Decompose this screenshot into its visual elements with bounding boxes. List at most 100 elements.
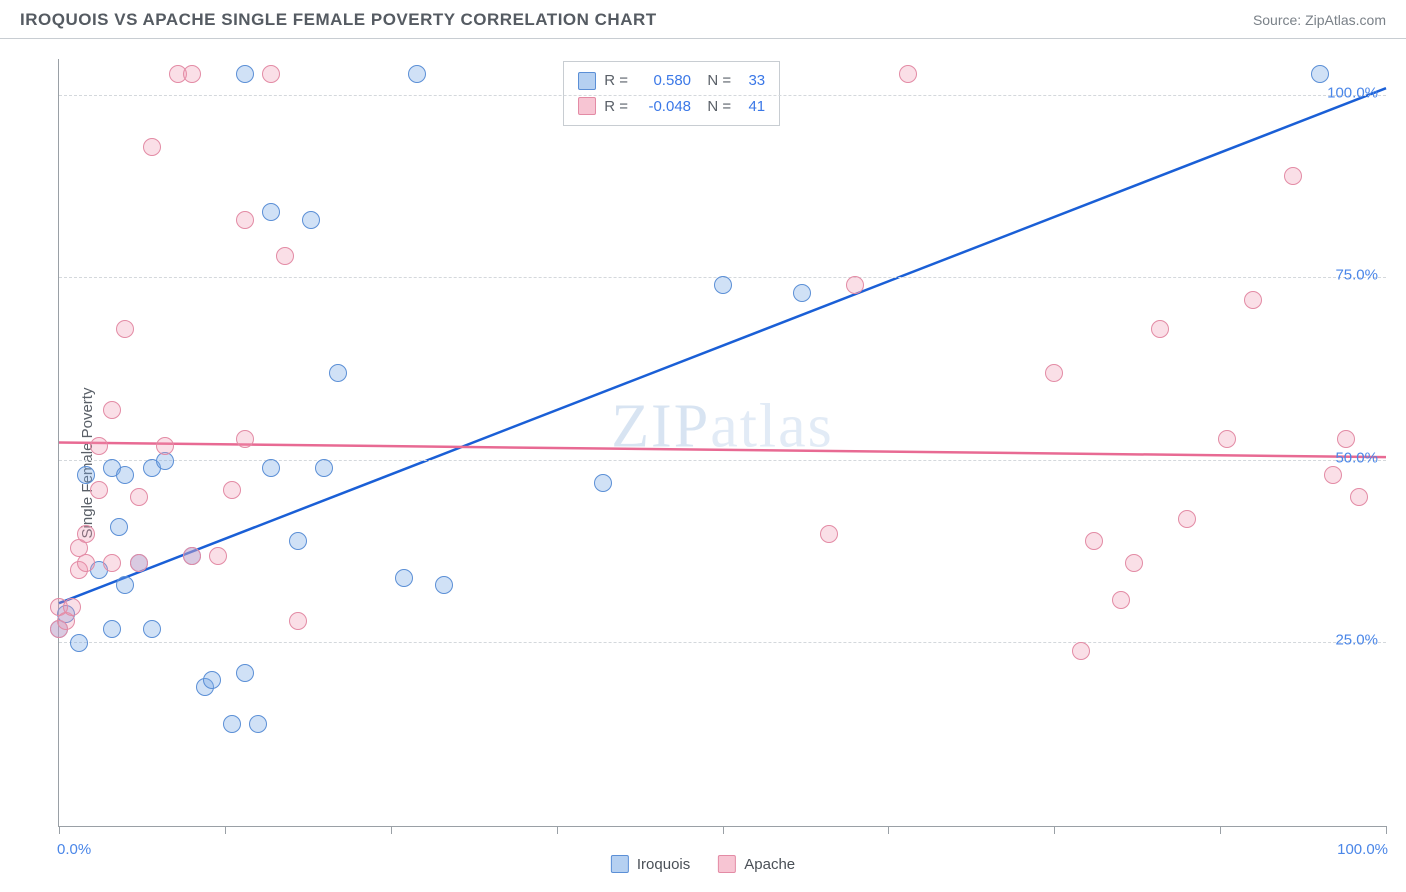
data-point (156, 437, 174, 455)
chart-title: IROQUOIS VS APACHE SINGLE FEMALE POVERTY… (20, 10, 657, 30)
data-point (1045, 364, 1063, 382)
trendlines-svg (59, 59, 1386, 826)
data-point (1244, 291, 1262, 309)
x-min-label: 0.0% (57, 841, 91, 858)
data-point (183, 547, 201, 565)
legend-item-iroquois: Iroquois (611, 855, 690, 873)
chart-source: Source: ZipAtlas.com (1253, 12, 1386, 28)
x-tick (225, 826, 226, 834)
data-point (110, 518, 128, 536)
stat-n-iroquois: 33 (739, 68, 765, 94)
x-tick (1386, 826, 1387, 834)
data-point (1324, 466, 1342, 484)
data-point (1218, 430, 1236, 448)
gridline (59, 642, 1386, 643)
data-point (289, 532, 307, 550)
legend-label-iroquois: Iroquois (637, 856, 690, 873)
data-point (249, 715, 267, 733)
data-point (63, 598, 81, 616)
data-point (793, 284, 811, 302)
data-point (329, 364, 347, 382)
x-tick (391, 826, 392, 834)
data-point (236, 65, 254, 83)
data-point (408, 65, 426, 83)
gridline (59, 460, 1386, 461)
data-point (183, 65, 201, 83)
gridline (59, 95, 1386, 96)
swatch-iroquois (611, 855, 629, 873)
data-point (77, 466, 95, 484)
data-point (289, 612, 307, 630)
x-tick (888, 826, 889, 834)
data-point (1178, 510, 1196, 528)
data-point (1151, 320, 1169, 338)
data-point (594, 474, 612, 492)
data-point (223, 481, 241, 499)
data-point (302, 211, 320, 229)
data-point (1337, 430, 1355, 448)
stats-row-iroquois: R = 0.580 N = 33 (578, 68, 765, 94)
swatch-apache (718, 855, 736, 873)
data-point (209, 547, 227, 565)
data-point (714, 276, 732, 294)
data-point (262, 203, 280, 221)
data-point (236, 211, 254, 229)
data-point (116, 576, 134, 594)
x-tick (557, 826, 558, 834)
plot-region: ZIPatlas R = 0.580 N = 33 R = -0.048 N =… (58, 59, 1386, 827)
footer-legend: Iroquois Apache (611, 855, 795, 873)
x-tick (59, 826, 60, 834)
data-point (130, 488, 148, 506)
data-point (262, 65, 280, 83)
data-point (820, 525, 838, 543)
data-point (203, 671, 221, 689)
trendline (59, 443, 1386, 458)
data-point (103, 554, 121, 572)
data-point (143, 138, 161, 156)
data-point (262, 459, 280, 477)
stat-n-apache: 41 (739, 94, 765, 120)
stat-n-label: N = (699, 94, 731, 120)
data-point (236, 664, 254, 682)
stats-row-apache: R = -0.048 N = 41 (578, 94, 765, 120)
data-point (1284, 167, 1302, 185)
data-point (130, 554, 148, 572)
chart-area: Single Female Poverty ZIPatlas R = 0.580… (0, 39, 1406, 887)
stat-n-label: N = (699, 68, 731, 94)
stat-r-label: R = (604, 68, 628, 94)
data-point (1125, 554, 1143, 572)
data-point (1350, 488, 1368, 506)
legend-label-apache: Apache (744, 856, 795, 873)
data-point (90, 481, 108, 499)
data-point (116, 320, 134, 338)
data-point (1311, 65, 1329, 83)
stats-legend-box: R = 0.580 N = 33 R = -0.048 N = 41 (563, 61, 780, 126)
data-point (315, 459, 333, 477)
data-point (143, 620, 161, 638)
legend-item-apache: Apache (718, 855, 795, 873)
y-tick-label: 50.0% (1335, 449, 1378, 466)
x-tick (1220, 826, 1221, 834)
data-point (223, 715, 241, 733)
data-point (103, 620, 121, 638)
data-point (77, 525, 95, 543)
data-point (116, 466, 134, 484)
data-point (103, 401, 121, 419)
x-tick (1054, 826, 1055, 834)
data-point (846, 276, 864, 294)
stat-r-iroquois: 0.580 (636, 68, 691, 94)
data-point (236, 430, 254, 448)
y-tick-label: 25.0% (1335, 632, 1378, 649)
data-point (77, 554, 95, 572)
x-max-label: 100.0% (1337, 841, 1388, 858)
swatch-iroquois (578, 72, 596, 90)
swatch-apache (578, 97, 596, 115)
data-point (276, 247, 294, 265)
data-point (1085, 532, 1103, 550)
watermark-text: ZIPatlas (611, 392, 834, 463)
y-tick-label: 100.0% (1327, 84, 1378, 101)
data-point (395, 569, 413, 587)
data-point (435, 576, 453, 594)
data-point (899, 65, 917, 83)
chart-header: IROQUOIS VS APACHE SINGLE FEMALE POVERTY… (0, 0, 1406, 39)
